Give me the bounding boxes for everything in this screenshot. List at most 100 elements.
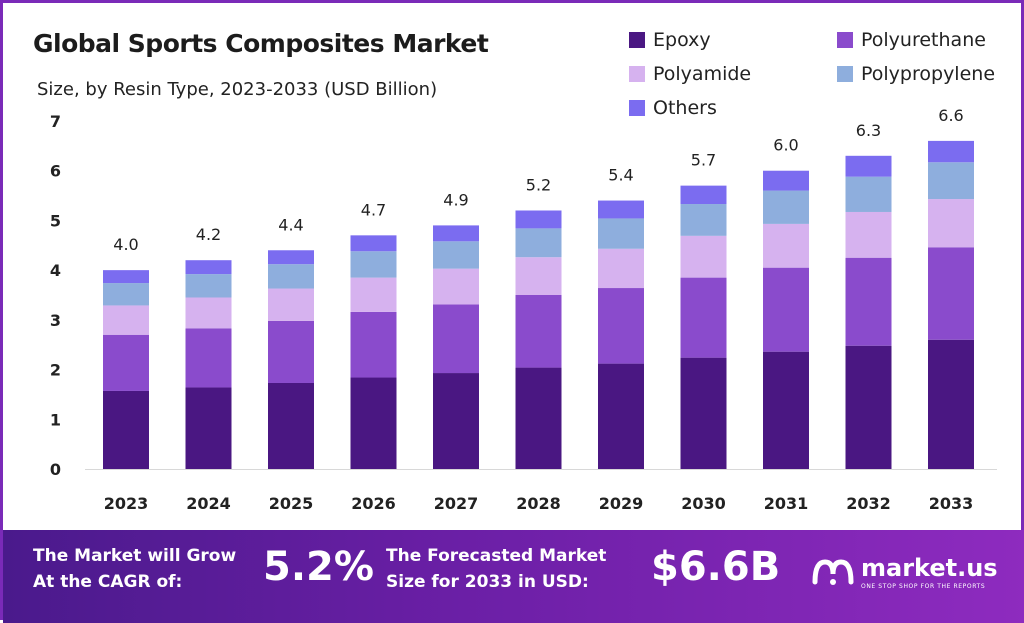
bar-segment-epoxy bbox=[928, 339, 974, 469]
bar-total-label: 6.0 bbox=[773, 136, 798, 155]
bar-segment-polyurethane bbox=[515, 295, 562, 368]
bar-segment-polypropylene bbox=[433, 241, 479, 269]
stacked-bar-chart: 0 1 2 3 4 5 6 7 4.0 2023 4.2 2024 4.4 2025 4.7 2026 4.9 2… bbox=[50, 106, 997, 513]
x-tick-label: 2027 bbox=[434, 494, 479, 513]
legend-item-polyurethane: Polyurethane bbox=[837, 29, 986, 51]
bar-segment-polyamide bbox=[515, 257, 562, 295]
brand-text: market.us ONE STOP SHOP FOR THE REPORTS bbox=[861, 554, 998, 590]
legend-label-polypropylene: Polypropylene bbox=[861, 63, 996, 85]
legend-swatch-polyamide bbox=[629, 66, 645, 82]
legend-label-others: Others bbox=[653, 97, 717, 119]
x-tick-label: 2033 bbox=[929, 494, 974, 513]
bar-segment-polyamide bbox=[185, 297, 232, 329]
legend-swatch-polyurethane bbox=[837, 32, 853, 48]
bar-segment-polypropylene bbox=[268, 264, 314, 289]
y-tick-label: 6 bbox=[50, 162, 61, 181]
bar-segment-polypropylene bbox=[845, 176, 892, 212]
bar-segment-epoxy bbox=[103, 390, 149, 469]
market-size-caption-line-2: Size for 2033 in USD: bbox=[386, 572, 589, 592]
bar-total-label: 5.2 bbox=[526, 175, 551, 194]
market-size-caption: The Forecasted Market Size for 2033 in U… bbox=[386, 543, 606, 595]
bar-segment-polypropylene bbox=[515, 228, 562, 258]
bar-total-label: 4.0 bbox=[113, 235, 138, 254]
bar-segment-polyamide bbox=[268, 288, 314, 321]
bar-segment-polypropylene bbox=[928, 162, 974, 200]
cagr-caption-line-2: At the CAGR of: bbox=[33, 572, 183, 592]
bar-segment-polyamide bbox=[103, 305, 149, 335]
market-size-value: $6.6B bbox=[651, 544, 781, 590]
brand-logo: market.us ONE STOP SHOP FOR THE REPORTS bbox=[811, 554, 998, 590]
bar-segment-polyurethane bbox=[185, 328, 232, 388]
cagr-caption-line-1: The Market will Grow bbox=[33, 546, 237, 566]
brand-tagline: ONE STOP SHOP FOR THE REPORTS bbox=[861, 583, 986, 590]
bar-segment-epoxy bbox=[185, 387, 232, 469]
x-tick-label: 2030 bbox=[681, 494, 726, 513]
legend-item-polyamide: Polyamide bbox=[629, 63, 751, 85]
bar-segment-polyamide bbox=[433, 268, 479, 305]
bar-segment-polyurethane bbox=[845, 257, 892, 346]
bar-segment-polypropylene bbox=[350, 251, 397, 278]
legend-label-polyamide: Polyamide bbox=[653, 63, 752, 85]
bar-segment-polypropylene bbox=[763, 190, 809, 224]
legend-swatch-others bbox=[629, 100, 645, 116]
bar-segment-polyamide bbox=[680, 235, 727, 278]
bar-segment-epoxy bbox=[680, 357, 727, 469]
y-tick-label: 3 bbox=[50, 311, 61, 330]
bar-segment-polyurethane bbox=[763, 267, 809, 352]
bar-segment-epoxy bbox=[763, 351, 809, 469]
cagr-caption: The Market will Grow At the CAGR of: bbox=[33, 543, 236, 595]
bar-segment-polyurethane bbox=[598, 288, 644, 364]
market-size-caption-line-1: The Forecasted Market bbox=[386, 546, 607, 566]
y-tick-label: 2 bbox=[50, 361, 61, 380]
bar-segment-epoxy bbox=[598, 363, 644, 469]
bar-segment-epoxy bbox=[515, 367, 562, 469]
legend-label-polyurethane: Polyurethane bbox=[861, 29, 986, 51]
bar-segment-polyurethane bbox=[350, 311, 397, 378]
legend-label-epoxy: Epoxy bbox=[653, 29, 711, 51]
bar-total-label: 4.9 bbox=[443, 190, 468, 209]
bar-segment-others bbox=[268, 250, 314, 265]
bar-segment-others bbox=[598, 200, 644, 219]
legend-item-polypropylene: Polypropylene bbox=[837, 63, 995, 85]
bar-total-label: 6.6 bbox=[938, 106, 963, 125]
bar-segment-polypropylene bbox=[185, 274, 232, 298]
bar-segment-polyamide bbox=[928, 199, 974, 248]
legend-item-others: Others bbox=[629, 97, 717, 119]
brand-name: market.us bbox=[861, 554, 998, 582]
bar-segment-polyamide bbox=[598, 248, 644, 289]
bar-segment-epoxy bbox=[433, 373, 479, 469]
bar-segment-polypropylene bbox=[598, 218, 644, 249]
bar-segment-polyamide bbox=[845, 211, 892, 258]
y-tick-label: 7 bbox=[50, 112, 61, 131]
x-tick-label: 2026 bbox=[351, 494, 396, 513]
chart-subtitle: Size, by Resin Type, 2023-2033 (USD Bill… bbox=[37, 79, 438, 100]
bar-segment-others bbox=[928, 140, 974, 163]
bar-segment-others bbox=[433, 225, 479, 242]
bar-segment-polyurethane bbox=[103, 334, 149, 391]
x-tick-label: 2028 bbox=[516, 494, 561, 513]
bar-segment-polyurethane bbox=[928, 247, 974, 340]
x-tick-label: 2032 bbox=[846, 494, 891, 513]
x-tick-label: 2023 bbox=[104, 494, 149, 513]
legend-swatch-polypropylene bbox=[837, 66, 853, 82]
bar-total-label: 6.3 bbox=[856, 121, 881, 140]
bar-segment-others bbox=[103, 270, 149, 284]
bar-segment-others bbox=[680, 185, 727, 205]
y-tick-label: 1 bbox=[50, 410, 61, 429]
bar-segment-polyurethane bbox=[680, 277, 727, 358]
y-tick-label: 5 bbox=[50, 211, 61, 230]
legend-item-epoxy: Epoxy bbox=[629, 29, 711, 51]
bar-segment-polyurethane bbox=[433, 304, 479, 374]
bar-segment-polypropylene bbox=[103, 283, 149, 306]
y-tick-label: 0 bbox=[50, 460, 61, 479]
market-us-logo-icon bbox=[812, 559, 854, 585]
x-tick-label: 2031 bbox=[764, 494, 809, 513]
summary-banner: The Market will Grow At the CAGR of: 5.2… bbox=[3, 530, 1024, 623]
bar-segment-polyamide bbox=[763, 223, 809, 268]
y-tick-label: 4 bbox=[50, 261, 61, 280]
cagr-value: 5.2% bbox=[263, 544, 374, 590]
bar-total-label: 4.7 bbox=[361, 200, 386, 219]
x-tick-label: 2025 bbox=[269, 494, 314, 513]
bar-segment-epoxy bbox=[268, 382, 314, 469]
